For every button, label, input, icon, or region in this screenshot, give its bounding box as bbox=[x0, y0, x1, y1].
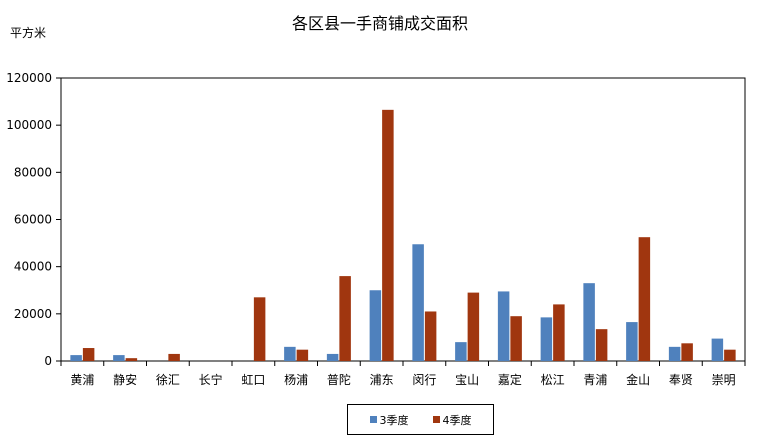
x-tick-label: 宝山 bbox=[455, 373, 479, 387]
legend-item-series-1: 3季度 bbox=[369, 412, 409, 428]
legend-swatch-series-2 bbox=[432, 416, 440, 423]
x-tick-label: 普陀 bbox=[327, 372, 351, 387]
x-tick-label: 崇明 bbox=[712, 373, 736, 387]
x-tick-label: 静安 bbox=[113, 372, 137, 387]
bar-series-1-普陀 bbox=[326, 353, 339, 361]
y-axis-unit-label: 平方米 bbox=[10, 26, 47, 40]
bar-series-2-青浦 bbox=[595, 329, 608, 361]
x-tick-label: 嘉定 bbox=[498, 372, 522, 387]
bar-series-2-徐汇 bbox=[168, 353, 180, 361]
bar-series-1-奉贤 bbox=[668, 346, 681, 361]
legend-label-series-2: 4季度 bbox=[442, 413, 472, 427]
bar-series-1-杨浦 bbox=[284, 346, 296, 361]
bar-series-2-松江 bbox=[553, 304, 565, 361]
y-tick-label: 40000 bbox=[14, 260, 52, 274]
bar-series-1-浦东 bbox=[369, 290, 382, 361]
legend-swatch-series-1 bbox=[369, 416, 377, 423]
x-tick-label: 长宁 bbox=[199, 372, 223, 387]
bar-series-1-崇明 bbox=[711, 338, 724, 361]
bar-series-2-普陀 bbox=[339, 276, 351, 361]
bar-series-2-闵行 bbox=[424, 311, 437, 361]
y-tick-label: 120000 bbox=[6, 71, 52, 85]
bar-series-2-静安 bbox=[125, 358, 138, 361]
x-tick-label: 金山 bbox=[626, 372, 650, 387]
x-tick-label: 虹口 bbox=[241, 373, 265, 387]
y-tick-label: 100000 bbox=[6, 118, 52, 132]
bar-series-2-浦东 bbox=[382, 109, 394, 362]
bar-series-2-宝山 bbox=[467, 292, 480, 361]
bar-series-1-金山 bbox=[626, 322, 638, 361]
bar-series-2-黄浦 bbox=[82, 348, 95, 361]
bar-series-2-杨浦 bbox=[296, 349, 309, 361]
bar-series-2-嘉定 bbox=[510, 316, 522, 361]
bar-series-1-黄浦 bbox=[70, 355, 82, 361]
bar-series-1-闵行 bbox=[412, 244, 424, 361]
x-tick-label: 青浦 bbox=[583, 373, 607, 387]
y-tick-label: 80000 bbox=[14, 165, 52, 179]
y-tick-label: 20000 bbox=[14, 307, 52, 321]
bar-series-2-崇明 bbox=[724, 349, 736, 361]
bar-series-1-松江 bbox=[540, 317, 553, 361]
bar-series-1-青浦 bbox=[583, 283, 595, 361]
x-tick-label: 闵行 bbox=[412, 372, 436, 387]
x-tick-label: 徐汇 bbox=[156, 372, 180, 387]
x-tick-label: 浦东 bbox=[370, 373, 394, 387]
x-tick-label: 松江 bbox=[541, 373, 565, 387]
legend-item-series-2: 4季度 bbox=[432, 412, 472, 428]
bar-series-1-宝山 bbox=[455, 342, 467, 361]
bar-series-1-静安 bbox=[113, 355, 125, 361]
bar-series-1-嘉定 bbox=[497, 291, 510, 361]
x-tick-label: 奉贤 bbox=[669, 373, 693, 387]
bar-series-2-虹口 bbox=[253, 297, 266, 361]
y-tick-label: 0 bbox=[44, 354, 52, 368]
legend: 3季度 4季度 bbox=[347, 404, 494, 435]
legend-label-series-1: 3季度 bbox=[379, 413, 409, 427]
x-tick-label: 黄浦 bbox=[70, 373, 94, 387]
x-tick-label: 杨浦 bbox=[284, 372, 308, 387]
bar-series-2-奉贤 bbox=[681, 343, 693, 361]
chart-title: 各区县一手商铺成交面积 bbox=[291, 14, 468, 33]
bar-series-2-金山 bbox=[638, 237, 651, 361]
y-tick-label: 60000 bbox=[14, 213, 52, 227]
